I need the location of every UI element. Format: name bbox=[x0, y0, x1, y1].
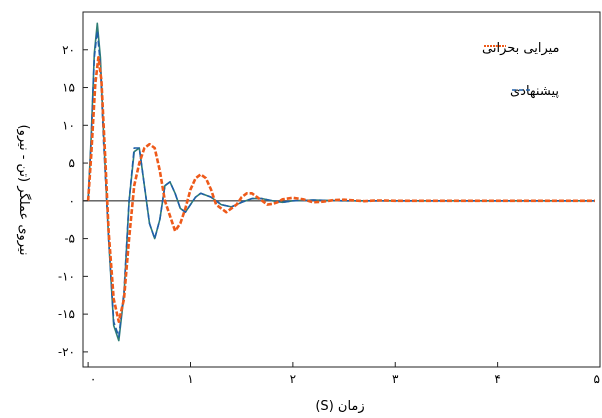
y-tick-label: -۱۰ bbox=[58, 269, 75, 283]
tick-layer: ۰ ۱ ۲ ۳ ۴ ۵ ۲۰ ۱۵ ۱۰ ۵ ۰ -۵ -۱۰ -۱۵ -۲۰ bbox=[58, 43, 601, 386]
y-tick-label: ۲۰ bbox=[62, 43, 75, 57]
legend-label-critical-damping: میرایی بحرانی bbox=[482, 41, 560, 56]
series-line-critical-damping bbox=[86, 56, 595, 323]
x-tick-label: ۲ bbox=[290, 372, 296, 386]
x-tick-label: ۴ bbox=[494, 372, 500, 386]
series-line-proposed bbox=[87, 30, 595, 338]
x-tick-label: ۳ bbox=[392, 372, 399, 386]
series-line-reference bbox=[87, 22, 595, 342]
series-layer bbox=[83, 22, 595, 342]
y-axis-title: نیروی عملگر (تن - نیرو) bbox=[16, 125, 32, 256]
y-tick-label: ۵ bbox=[69, 156, 75, 170]
x-axis-title: زمان (S) bbox=[315, 399, 364, 414]
y-tick-label: ۰ bbox=[69, 194, 75, 208]
x-tick-label: ۵ bbox=[594, 372, 600, 386]
y-tick-label: -۵ bbox=[65, 232, 76, 246]
y-tick-label: -۲۰ bbox=[58, 345, 75, 359]
y-tick-label: -۱۵ bbox=[58, 307, 75, 321]
legend: میرایی بحرانی پیشنهادی bbox=[482, 41, 560, 99]
x-tick-label: ۱ bbox=[187, 372, 193, 386]
y-tick-label: ۱۰ bbox=[62, 118, 75, 132]
plot-frame bbox=[82, 11, 601, 368]
y-tick-label: ۱۵ bbox=[62, 81, 75, 95]
legend-label-proposed: پیشنهادی bbox=[510, 84, 559, 99]
x-tick-label: ۰ bbox=[90, 372, 96, 386]
